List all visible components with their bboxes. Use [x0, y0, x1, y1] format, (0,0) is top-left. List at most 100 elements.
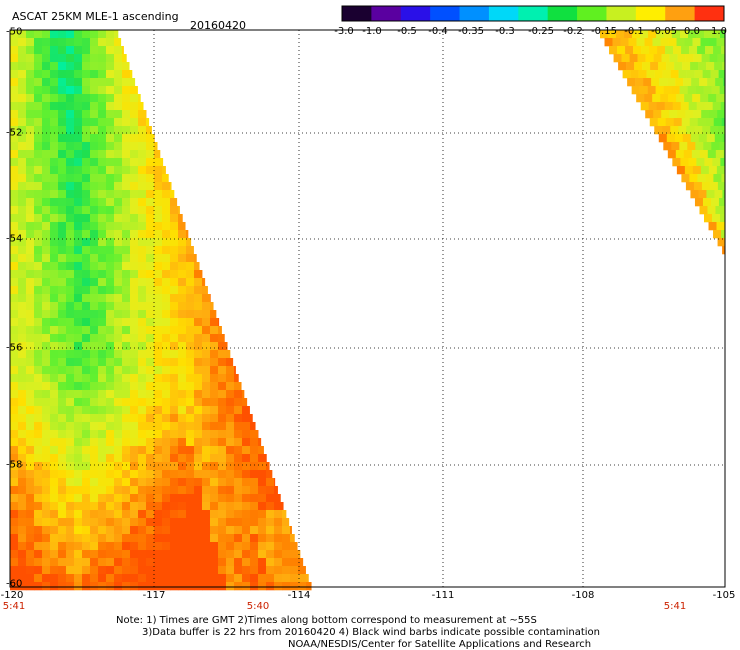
- data-cell: [50, 422, 59, 431]
- data-cell: [34, 198, 43, 207]
- data-cell: [74, 494, 83, 503]
- data-cell: [50, 518, 59, 527]
- data-cell: [18, 102, 27, 111]
- data-cell: [130, 438, 139, 447]
- data-cell: [106, 246, 115, 255]
- data-cell: [10, 374, 19, 383]
- data-cell: [18, 414, 27, 423]
- data-cell: [58, 278, 67, 287]
- data-cell: [18, 206, 27, 215]
- data-cell: [82, 542, 91, 551]
- data-cell: [130, 174, 139, 183]
- data-cell: [58, 286, 67, 295]
- data-cell: [218, 382, 227, 391]
- data-cell: [684, 38, 693, 47]
- data-cell: [178, 278, 187, 287]
- data-cell: [138, 454, 147, 463]
- colorbar-cell: [342, 6, 372, 21]
- data-cell: [678, 70, 687, 79]
- data-cell: [178, 430, 187, 439]
- data-cell: [34, 38, 43, 47]
- data-cell: [90, 166, 99, 175]
- data-cell: [138, 142, 147, 151]
- data-cell: [58, 38, 67, 47]
- data-cell: [274, 558, 283, 567]
- data-cell: [106, 406, 115, 415]
- data-cell: [10, 406, 19, 415]
- data-cell: [218, 422, 227, 431]
- data-cell: [691, 150, 701, 159]
- data-cell: [34, 150, 43, 159]
- data-cell: [58, 582, 67, 591]
- data-cell: [202, 502, 211, 511]
- data-cell: [34, 398, 43, 407]
- data-cell: [718, 70, 726, 79]
- data-cell: [186, 254, 195, 263]
- data-cell: [106, 502, 115, 511]
- data-cell: [74, 470, 83, 479]
- data-cell: [114, 550, 123, 559]
- data-cell: [242, 438, 251, 447]
- data-cell: [138, 126, 147, 135]
- data-cell: [210, 438, 219, 447]
- data-cell: [26, 302, 35, 311]
- data-cell: [640, 30, 649, 39]
- data-cell: [178, 246, 187, 255]
- data-cell: [130, 406, 139, 415]
- data-cell: [178, 334, 187, 343]
- data-cell: [250, 478, 259, 487]
- data-cell: [194, 534, 203, 543]
- data-cell: [706, 190, 715, 199]
- data-cell: [90, 182, 99, 191]
- data-cell: [26, 30, 35, 39]
- data-cell: [162, 422, 171, 431]
- data-cell: [18, 86, 27, 95]
- data-cell: [234, 542, 243, 551]
- data-cell: [618, 62, 627, 71]
- data-cell: [42, 542, 51, 551]
- data-cell: [266, 502, 275, 511]
- data-cell: [700, 166, 710, 175]
- data-cell: [218, 454, 227, 463]
- data-cell: [242, 566, 251, 575]
- data-cell: [720, 214, 726, 223]
- data-cell: [716, 166, 726, 175]
- data-cell: [82, 286, 91, 295]
- data-cell: [717, 238, 726, 247]
- data-cell: [106, 174, 115, 183]
- data-cell: [642, 62, 651, 71]
- data-cell: [34, 318, 43, 327]
- data-cell: [66, 510, 75, 519]
- data-cell: [98, 174, 107, 183]
- data-cell: [178, 494, 187, 503]
- data-cell: [98, 582, 107, 591]
- data-cell: [146, 326, 155, 335]
- data-cell: [186, 294, 195, 303]
- data-cell: [42, 430, 51, 439]
- data-cell: [696, 102, 705, 111]
- data-cell: [186, 558, 195, 567]
- data-cell: [66, 462, 75, 471]
- data-cell: [122, 150, 131, 159]
- data-cell: [646, 70, 655, 79]
- data-cell: [660, 38, 669, 47]
- data-cell: [90, 190, 99, 199]
- colorbar-cell: [606, 6, 637, 21]
- data-cell: [720, 158, 726, 167]
- data-cell: [74, 86, 83, 95]
- data-cell: [282, 558, 291, 567]
- data-cell: [106, 542, 115, 551]
- data-cell: [178, 486, 187, 495]
- data-cell: [154, 542, 163, 551]
- data-cell: [698, 62, 707, 71]
- data-cell: [130, 470, 139, 479]
- data-cell: [50, 238, 59, 247]
- data-cell: [162, 326, 171, 335]
- data-cell: [699, 206, 708, 215]
- data-cell: [106, 286, 115, 295]
- data-cell: [34, 310, 43, 319]
- data-cell: [170, 414, 179, 423]
- data-cell: [114, 286, 123, 295]
- data-cell: [10, 478, 19, 487]
- data-cell: [10, 542, 19, 551]
